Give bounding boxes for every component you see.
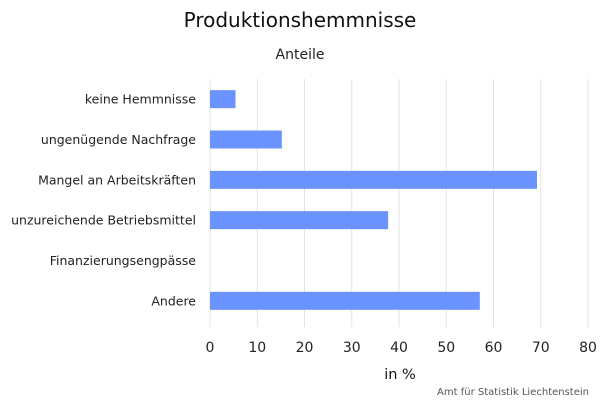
x-tick-label: 50 — [437, 340, 455, 356]
category-labels: keine Hemmnisse ungenügende Nachfrage Mang… — [11, 92, 196, 309]
x-tick-label: 10 — [248, 340, 266, 356]
bar — [210, 90, 236, 109]
x-tick-label: 40 — [390, 340, 408, 356]
category-label: Andere — [151, 293, 196, 308]
category-label: unzureichende Betriebsmittel — [11, 213, 196, 228]
bar — [210, 130, 282, 149]
chart-title: Produktionshemmnisse — [184, 8, 417, 32]
x-tick-label: 70 — [532, 340, 550, 356]
bar — [210, 170, 537, 189]
category-label: keine Hemmnisse — [85, 92, 196, 107]
x-tick-label: 0 — [206, 340, 215, 356]
grid — [209, 79, 589, 327]
category-label: ungenügende Nachfrage — [41, 132, 196, 147]
bar — [210, 211, 389, 230]
x-tick-label: 80 — [579, 340, 597, 356]
category-label: Mangel an Arbeitskräften — [38, 172, 196, 187]
x-axis-label: in % — [384, 367, 416, 383]
category-label: Finanzierungsengpässe — [50, 253, 197, 268]
bar — [210, 291, 480, 310]
credits: Amt für Statistik Liechtenstein — [437, 387, 589, 398]
bars — [210, 90, 537, 310]
x-tick-label: 20 — [296, 340, 314, 356]
x-axis-ticks: 0 10 20 30 40 50 60 70 80 — [206, 340, 597, 356]
x-tick-label: 30 — [343, 340, 361, 356]
x-tick-label: 60 — [485, 340, 503, 356]
chart-subtitle: Anteile — [276, 47, 325, 63]
